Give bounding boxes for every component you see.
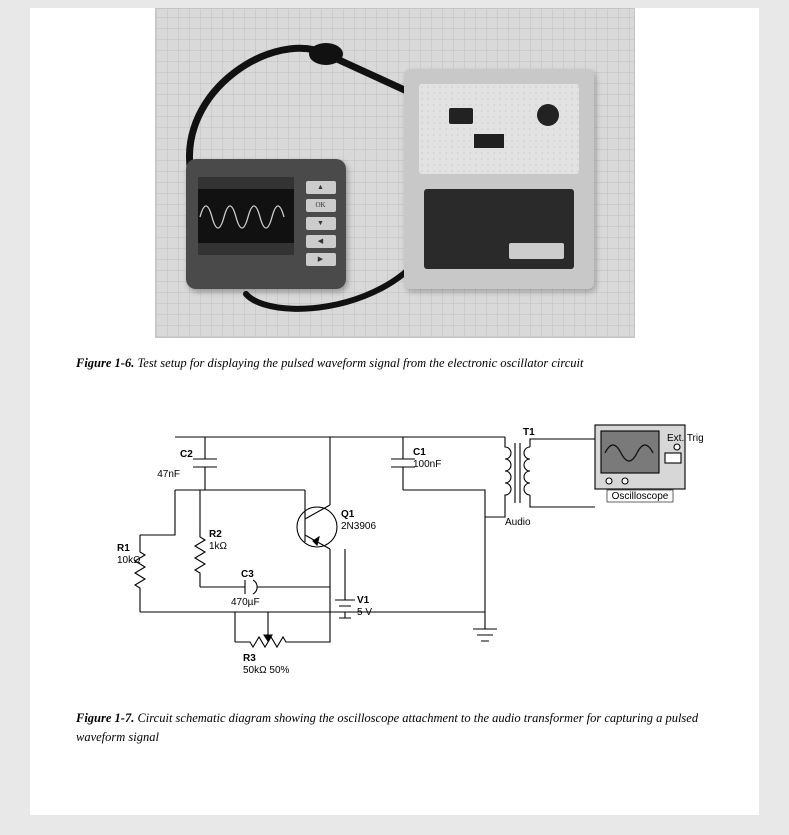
- label-r2-val: 1kΩ: [209, 541, 228, 552]
- schematic-diagram: C2 47nF C1 100nF T1 Audio Q1 2N3906 R2 1…: [85, 417, 705, 697]
- photo-test-setup: ▲ OK ▼ ◀ ▶: [155, 8, 635, 338]
- label-q1-ref: Q1: [341, 509, 355, 520]
- waveform-svg: [198, 177, 294, 255]
- label-v1-ref: V1: [357, 595, 370, 606]
- figure-1-7-caption: Figure 1-7. Circuit schematic diagram sh…: [70, 709, 719, 747]
- label-c1-ref: C1: [413, 447, 426, 458]
- arduino-board: [424, 189, 574, 269]
- component-icon: [537, 104, 559, 126]
- label-c2-val: 47nF: [157, 469, 180, 480]
- scope-btn-ok: OK: [306, 199, 336, 212]
- label-r1-val: 10kΩ: [117, 555, 141, 566]
- figure-1-6-caption: Figure 1-6. Test setup for displaying th…: [70, 354, 719, 373]
- circuit-board: [404, 69, 594, 289]
- figure-1-6: ▲ OK ▼ ◀ ▶ Figure 1-6.: [70, 8, 719, 373]
- oscilloscope-buttons: ▲ OK ▼ ◀ ▶: [306, 181, 338, 266]
- arduino-label-icon: [509, 243, 564, 259]
- component-icon: [474, 134, 504, 148]
- oscilloscope-screen: [198, 177, 294, 255]
- label-oscilloscope: Oscilloscope: [611, 491, 668, 502]
- label-t1-ref: T1: [523, 427, 535, 438]
- label-c2-ref: C2: [180, 449, 193, 460]
- label-r1-ref: R1: [117, 543, 130, 554]
- figure-1-7: C2 47nF C1 100nF T1 Audio Q1 2N3906 R2 1…: [70, 391, 719, 747]
- breadboard: [419, 84, 579, 174]
- figure-number: Figure 1-6.: [76, 356, 134, 370]
- label-c3-ref: C3: [241, 569, 254, 580]
- label-c1-val: 100nF: [413, 459, 441, 470]
- page: ▲ OK ▼ ◀ ▶ Figure 1-6.: [30, 8, 759, 815]
- label-r3-val: 50kΩ 50%: [243, 665, 290, 676]
- figure-text: Circuit schematic diagram showing the os…: [76, 711, 698, 744]
- figure-number: Figure 1-7.: [76, 711, 134, 725]
- scope-btn-right: ▶: [306, 253, 336, 266]
- component-icon: [449, 108, 473, 124]
- label-t1-val: Audio: [505, 517, 531, 528]
- figure-text: Test setup for displaying the pulsed wav…: [137, 356, 583, 370]
- label-c3-val: 470µF: [231, 597, 260, 608]
- scope-btn-down: ▼: [306, 217, 336, 230]
- scope-btn-up: ▲: [306, 181, 336, 194]
- label-ext-trig: Ext. Trig: [667, 433, 704, 444]
- label-v1-val: 5 V: [357, 607, 372, 618]
- label-r3-ref: R3: [243, 653, 256, 664]
- label-r2-ref: R2: [209, 529, 222, 540]
- oscilloscope: ▲ OK ▼ ◀ ▶: [186, 159, 346, 289]
- label-q1-val: 2N3906: [341, 521, 376, 532]
- scope-btn-left: ◀: [306, 235, 336, 248]
